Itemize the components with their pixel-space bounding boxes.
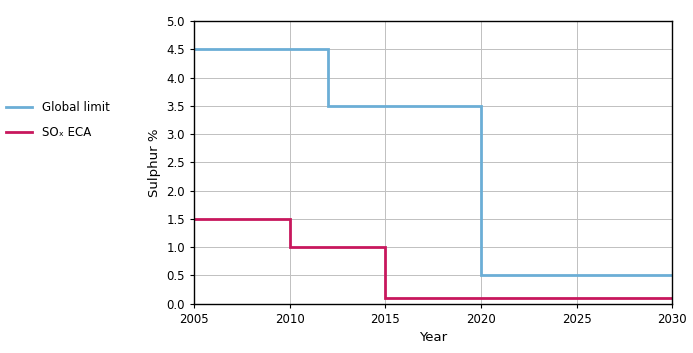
Y-axis label: Sulphur %: Sulphur % [148,128,161,197]
Legend: Global limit, SOₓ ECA: Global limit, SOₓ ECA [1,96,114,144]
X-axis label: Year: Year [419,331,447,344]
